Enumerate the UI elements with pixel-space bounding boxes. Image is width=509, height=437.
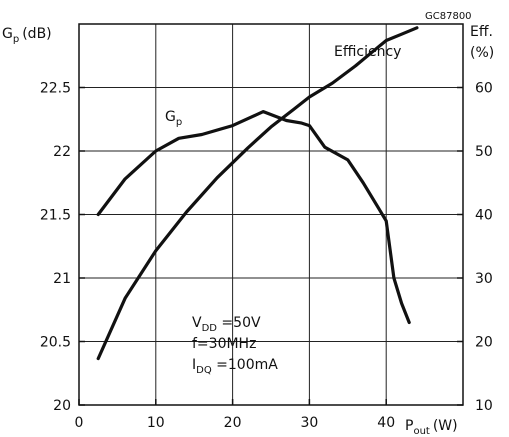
x-tick-label: 20 bbox=[224, 415, 242, 431]
y-right-tick-label: 60 bbox=[475, 81, 493, 97]
y-left-tick-label: 21.5 bbox=[40, 208, 71, 224]
y-left-tick-label: 21 bbox=[53, 271, 71, 287]
series-label-efficiency: Efficiency bbox=[334, 44, 401, 60]
annotation-frequency: f=30MHz bbox=[192, 336, 256, 352]
series-label-gp: Gp bbox=[165, 109, 182, 128]
y-right-tick-label: 50 bbox=[475, 144, 493, 160]
y-right-tick-label: 20 bbox=[475, 335, 493, 351]
y-right-axis-title-line1: Eff. bbox=[470, 24, 493, 40]
x-tick-label: 30 bbox=[300, 415, 318, 431]
x-tick-labels: 0 10 20 30 40 bbox=[75, 399, 395, 431]
figure-code: GC87800 bbox=[425, 11, 472, 22]
y-right-tick-label: 10 bbox=[475, 398, 493, 414]
x-tick-label: 10 bbox=[147, 415, 165, 431]
y-right-tick-label: 30 bbox=[475, 271, 493, 287]
grid-lines bbox=[79, 24, 463, 405]
y-left-tick-label: 22 bbox=[53, 144, 71, 160]
y-left-tick-label: 22.5 bbox=[40, 81, 71, 97]
x-axis-title: Pout (W) bbox=[405, 418, 458, 437]
y-right-tick-label: 40 bbox=[475, 208, 493, 224]
y-left-tick-label: 20 bbox=[53, 398, 71, 414]
y-left-axis-title: Gp (dB) bbox=[2, 26, 52, 45]
x-tick-label: 0 bbox=[75, 415, 84, 431]
y-right-axis-title-line2: (%) bbox=[470, 45, 494, 61]
annotation-idq: IDQ =100mA bbox=[192, 357, 278, 376]
y-right-tick-labels: 10 20 30 40 50 60 bbox=[457, 81, 493, 414]
y-left-tick-labels: 20 20.5 21 21.5 22 22.5 bbox=[40, 81, 85, 414]
series-line-gp bbox=[96, 110, 411, 325]
series-lines bbox=[96, 26, 419, 361]
x-tick-label: 40 bbox=[377, 415, 395, 431]
y-left-tick-label: 20.5 bbox=[40, 335, 71, 351]
series-line-efficiency bbox=[96, 26, 419, 361]
annotation-vdd: VDD =50V bbox=[192, 315, 261, 334]
